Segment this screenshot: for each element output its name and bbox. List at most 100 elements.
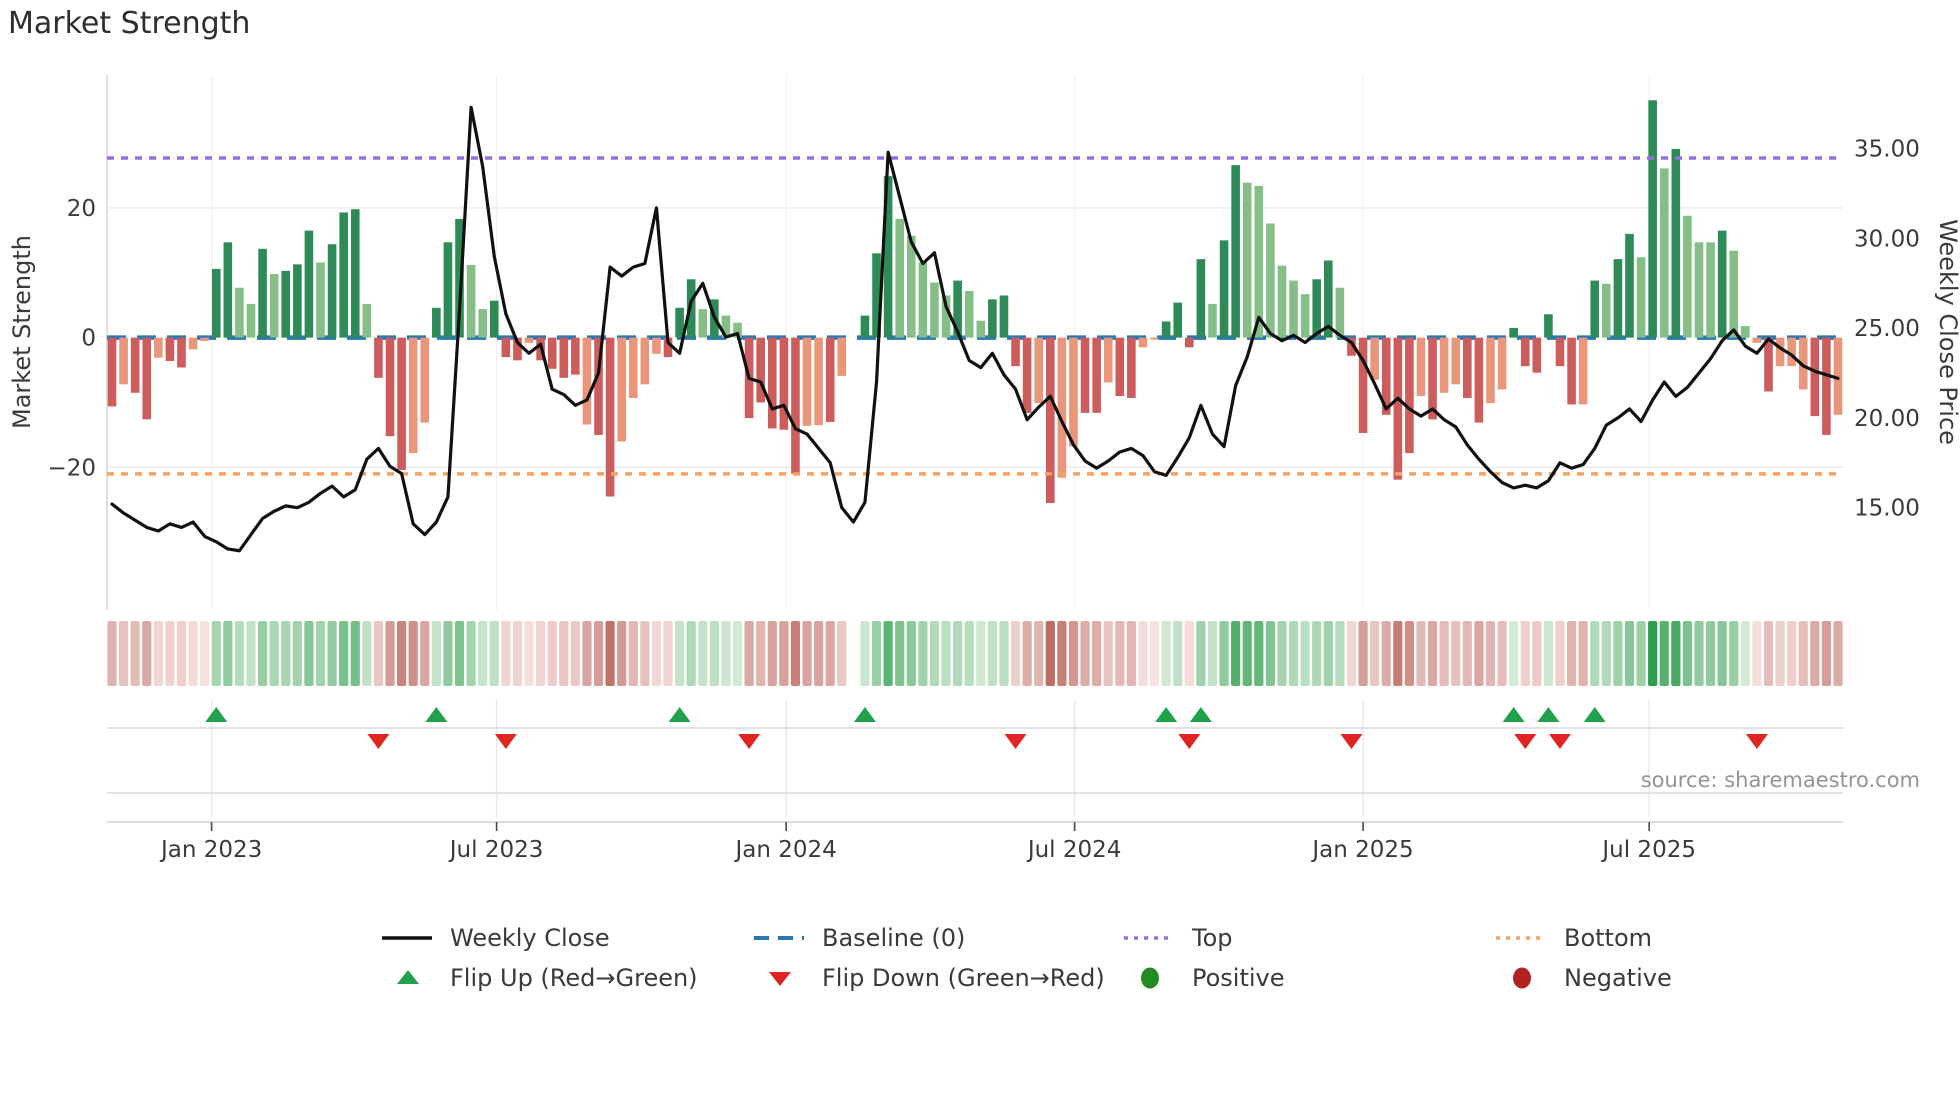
histogram-bar xyxy=(976,320,986,338)
heatmap-cell xyxy=(246,621,256,686)
heatmap-cell xyxy=(1149,621,1160,686)
histogram-bar xyxy=(1381,337,1391,415)
heatmap-cell xyxy=(362,621,372,686)
heatmap-cell xyxy=(443,621,453,686)
heatmap-cell xyxy=(327,621,337,686)
histogram-bar xyxy=(455,218,464,338)
heatmap-cell xyxy=(1184,621,1194,686)
histogram-bar xyxy=(513,337,522,361)
heatmap-cell xyxy=(1613,621,1623,686)
legend-item-weekly-close[interactable]: Weekly Close xyxy=(380,922,610,954)
heatmap-cell xyxy=(1543,621,1554,686)
histogram-bar xyxy=(304,230,314,338)
heatmap-cell xyxy=(211,621,221,686)
heatmap-cell xyxy=(987,621,997,686)
histogram-bar xyxy=(107,337,117,407)
heatmap-cell xyxy=(420,621,430,686)
heatmap-cell xyxy=(1566,621,1577,686)
heatmap-cell xyxy=(1578,621,1588,686)
histogram-bar xyxy=(1602,283,1611,338)
heatmap-cell xyxy=(1358,621,1368,686)
histogram-bar xyxy=(1752,337,1762,343)
heatmap-cell xyxy=(1555,621,1565,686)
histogram-bar xyxy=(293,264,302,338)
histogram-bar xyxy=(501,337,511,358)
histogram-bar xyxy=(130,337,140,393)
histogram-bar xyxy=(1822,337,1831,435)
heatmap-cell xyxy=(431,621,441,686)
flip-down-marker xyxy=(494,734,517,749)
heatmap-cell xyxy=(790,621,801,686)
heatmap-cell xyxy=(1346,621,1357,686)
histogram-bar xyxy=(246,303,256,338)
flip-up-marker xyxy=(1502,707,1525,722)
flip-down-marker xyxy=(1745,734,1768,749)
legend-item-baseline[interactable]: Baseline (0) xyxy=(752,922,965,954)
legend-item-positive[interactable]: Positive xyxy=(1122,962,1285,994)
legend-swatch-flip-up-icon xyxy=(397,970,419,984)
heatmap-cell xyxy=(929,621,940,686)
flip-down-marker xyxy=(738,734,761,749)
x-tick-label: Jan 2025 xyxy=(1310,837,1413,863)
histogram-bar xyxy=(1011,337,1020,367)
heatmap-cell xyxy=(1312,621,1322,686)
histogram-bar xyxy=(1729,250,1739,338)
heatmap-cell xyxy=(675,621,685,686)
histogram-bar xyxy=(1069,337,1078,447)
histogram-bar xyxy=(374,337,383,378)
heatmap-cell xyxy=(1219,621,1229,686)
legend-item-top[interactable]: Top xyxy=(1122,922,1233,954)
legend-swatch-flip-down-icon xyxy=(769,972,791,986)
legend-item-bottom[interactable]: Bottom xyxy=(1494,922,1652,954)
histogram-bar xyxy=(1636,257,1646,338)
histogram-bar xyxy=(1150,337,1159,340)
heatmap-cell xyxy=(628,621,638,686)
histogram-bar xyxy=(906,235,916,338)
heatmap-cell xyxy=(1034,621,1044,686)
heatmap-cell xyxy=(999,621,1009,686)
histogram-bar xyxy=(1347,337,1356,356)
heatmap-cell xyxy=(1682,621,1693,686)
histogram-bar xyxy=(1706,242,1715,338)
histogram-bar xyxy=(1532,337,1542,373)
histogram-bar xyxy=(953,280,962,338)
heatmap-cell xyxy=(153,621,163,686)
heatmap-cell xyxy=(1092,621,1102,686)
histogram-bar xyxy=(930,282,939,338)
histogram-bar xyxy=(1439,337,1449,393)
heatmap-cell xyxy=(860,621,870,686)
legend-label: Bottom xyxy=(1564,924,1653,952)
heatmap-cell xyxy=(281,621,291,686)
heatmap-cell xyxy=(1335,621,1345,686)
histogram-bar xyxy=(350,209,360,338)
heatmap-cell xyxy=(385,621,395,686)
heatmap-cell xyxy=(825,621,835,686)
heatmap-cell xyxy=(408,621,418,686)
legend-item-negative[interactable]: Negative xyxy=(1494,962,1672,994)
flip-up-marker xyxy=(1537,707,1560,722)
histogram-bar xyxy=(791,337,800,474)
heatmap-cell xyxy=(1323,621,1333,686)
histogram-bar xyxy=(1544,314,1553,338)
heatmap-cell xyxy=(779,621,789,686)
legend-item-flip-up[interactable]: Flip Up (Red→Green) xyxy=(380,962,698,994)
histogram-bar xyxy=(1335,287,1345,338)
histogram-bar xyxy=(582,337,592,425)
legend-swatch-top-icon xyxy=(1124,936,1174,940)
histogram-bar xyxy=(1173,302,1183,338)
heatmap-cell xyxy=(1254,621,1264,686)
heatmap-cell xyxy=(1277,621,1287,686)
heatmap-cell xyxy=(1740,621,1750,686)
heatmap-cell xyxy=(223,621,233,686)
legend-item-flip-down[interactable]: Flip Down (Green→Red) xyxy=(752,962,1105,994)
heatmap-cell xyxy=(605,621,615,686)
histogram-bar xyxy=(524,337,534,343)
histogram-bar xyxy=(872,253,881,338)
heatmap-cell xyxy=(1821,621,1832,686)
histogram-bar xyxy=(327,244,337,338)
histogram-bar xyxy=(1625,233,1634,338)
histogram-bar xyxy=(1185,337,1194,348)
histogram-bar xyxy=(1659,168,1669,338)
